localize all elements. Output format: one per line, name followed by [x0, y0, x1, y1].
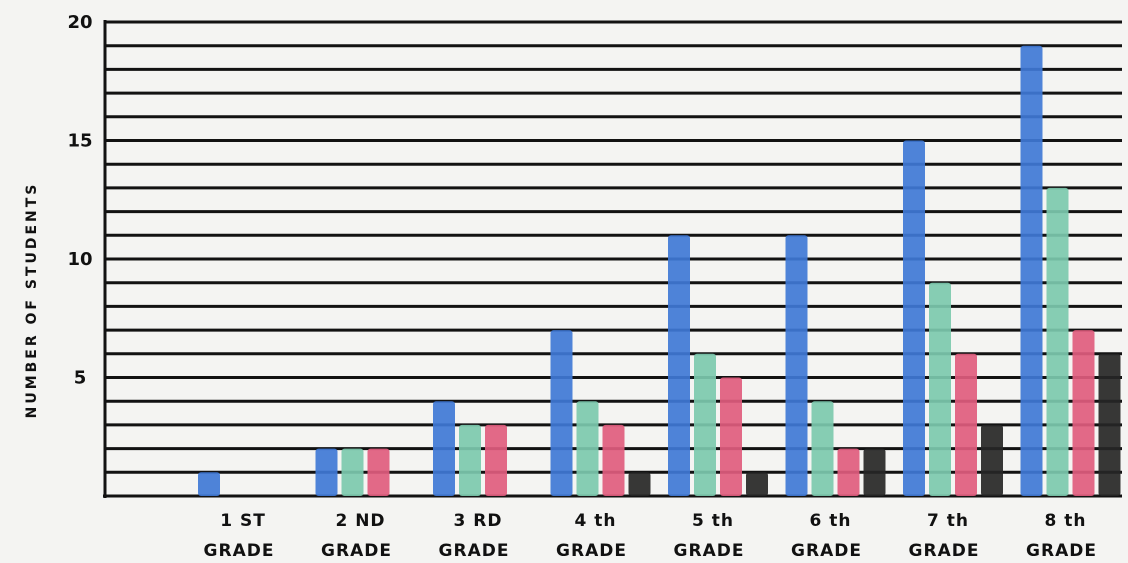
bar — [341, 448, 364, 496]
x-tick-label: GRADE — [791, 541, 862, 561]
bar — [433, 401, 455, 496]
bar — [746, 472, 768, 496]
bar — [1072, 330, 1095, 496]
x-tick-label: 4 th — [575, 511, 617, 531]
x-tick-label: GRADE — [1026, 541, 1097, 561]
y-tick-label: 10 — [67, 249, 92, 270]
x-tick-label: 7 th — [927, 511, 969, 531]
x-tick-label: GRADE — [321, 541, 392, 561]
bar — [367, 448, 390, 496]
bar — [694, 353, 716, 496]
bar — [1098, 353, 1121, 496]
bar — [955, 353, 977, 496]
x-tick-label: GRADE — [674, 541, 745, 561]
bar — [628, 472, 651, 496]
y-axis-label: NUMBER OF STUDENTS — [24, 182, 40, 419]
y-tick-label: 15 — [67, 131, 92, 152]
bar — [863, 448, 886, 496]
x-tick-label: 2 ND — [335, 511, 385, 531]
x-tick-label: 1 ST — [220, 511, 266, 531]
bar — [903, 140, 925, 496]
bar — [1020, 45, 1043, 496]
bar — [837, 448, 860, 496]
bar — [602, 424, 625, 496]
bar — [929, 282, 951, 496]
x-tick-label: GRADE — [556, 541, 627, 561]
x-tick-label: GRADE — [204, 541, 275, 561]
bar — [198, 472, 220, 496]
x-tick-label: GRADE — [909, 541, 980, 561]
bar — [668, 235, 690, 497]
x-tick-label: 8 th — [1045, 511, 1087, 531]
x-tick-label: 3 RD — [454, 511, 503, 531]
bar — [1046, 187, 1069, 496]
bar — [576, 401, 599, 496]
bar — [720, 377, 742, 496]
x-tick-label: 5 th — [692, 511, 734, 531]
bar — [981, 424, 1003, 496]
x-tick-label: 6 th — [810, 511, 852, 531]
y-tick-label: 20 — [67, 12, 92, 33]
bar — [315, 448, 338, 496]
y-tick-label: 5 — [74, 368, 87, 389]
bar — [459, 424, 481, 496]
bar — [485, 424, 507, 496]
x-tick-label: GRADE — [439, 541, 510, 561]
bar — [811, 401, 834, 496]
bar — [785, 235, 808, 497]
bar — [550, 330, 573, 496]
